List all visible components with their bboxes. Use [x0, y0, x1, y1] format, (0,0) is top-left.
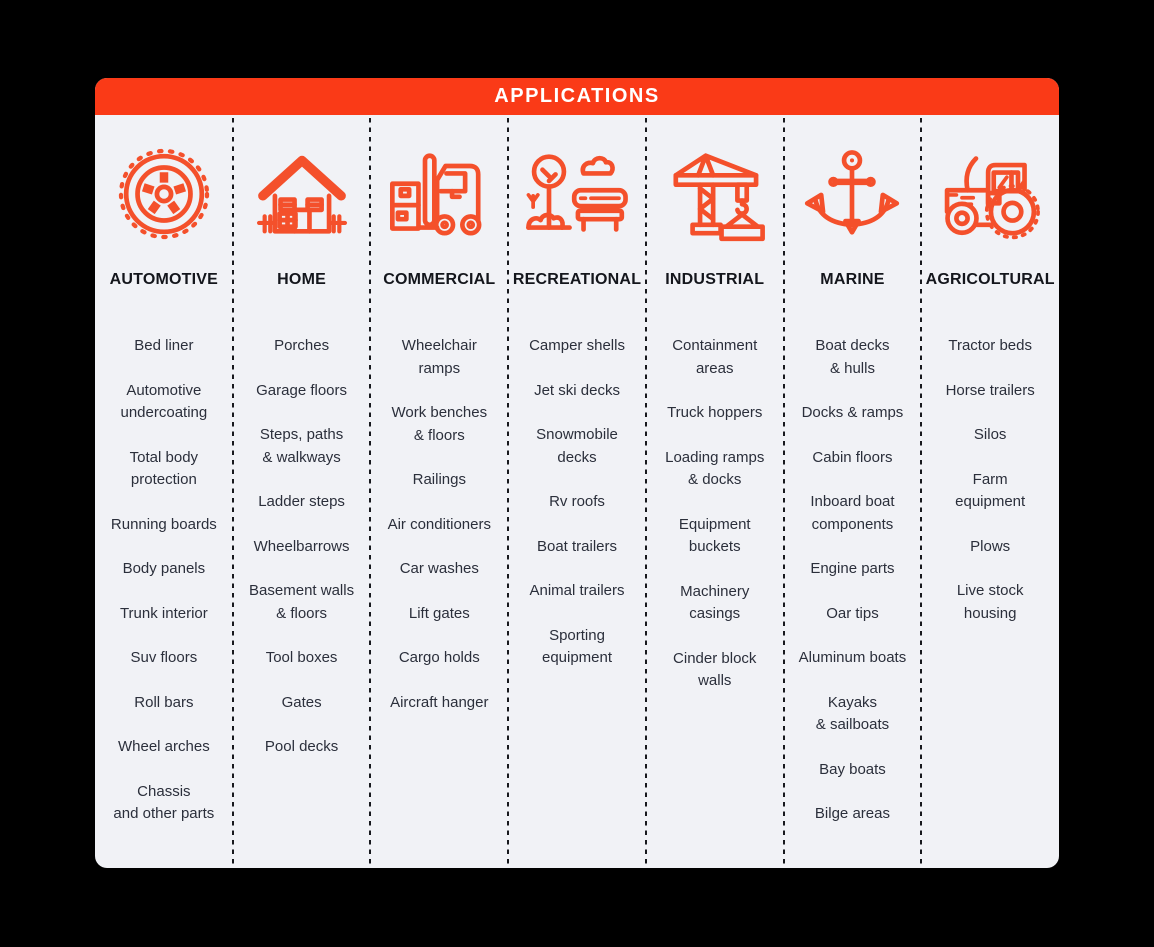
list-item: Boat trailers	[536, 537, 618, 555]
list-item: Air conditioners	[387, 515, 491, 533]
list-item: Bay boats	[819, 760, 886, 778]
list-item: Bed liner	[134, 337, 194, 354]
park-bench-icon	[526, 154, 628, 232]
list-item: Running boards	[110, 515, 217, 533]
column-label: HOME	[277, 271, 326, 288]
list-item: Lift gates	[408, 604, 470, 622]
list-item: Equipment buckets	[678, 515, 751, 556]
list-item: Sporting equipment	[541, 626, 613, 667]
list-item: Containment areas	[672, 337, 758, 377]
applications-title: APPLICATIONS	[494, 85, 660, 107]
column-label: MARINE	[820, 271, 885, 288]
column-items: Camper shells Jet ski decks Snowmobile dec…	[512, 335, 642, 670]
icon-wrap	[650, 133, 780, 255]
list-item: Live stock housing	[956, 582, 1024, 622]
list-item: Engine parts	[810, 560, 895, 577]
column-agricultural: AGRICOLTURAL Tractor beds Horse trailers S…	[920, 115, 1059, 868]
column-items: Bed liner Automotive undercoating Total bo…	[99, 335, 229, 826]
list-item: Snowmobile decks	[536, 426, 618, 466]
column-items: Tractor beds Horse trailers Silos Farm equi…	[925, 335, 1055, 625]
column-label: COMMERCIAL	[383, 271, 496, 288]
column-items: Containment areas Truck hoppers Loading ra…	[650, 335, 780, 693]
list-item: Cargo holds	[398, 649, 480, 666]
list-item: Boat decks & hulls	[815, 337, 890, 377]
anchor-icon	[805, 150, 900, 235]
columns-container: AUTOMOTIVE Bed liner Automotive undercoat…	[95, 115, 1059, 868]
tire-icon	[118, 148, 210, 240]
house-icon	[256, 155, 347, 234]
column-commercial: COMMERCIAL Wheelchair ramps Work benches …	[369, 115, 508, 868]
column-items: Boat decks & hulls Docks & ramps Cabin flo…	[788, 335, 918, 826]
list-item: Total body protection	[129, 448, 199, 489]
list-item: Body panels	[122, 560, 206, 577]
icon-wrap	[925, 133, 1055, 255]
icon-wrap	[99, 133, 229, 255]
list-item: Suv floors	[130, 649, 198, 666]
list-item: Bilge areas	[814, 805, 890, 822]
list-item: Oar tips	[826, 604, 879, 622]
icon-wrap	[374, 133, 504, 255]
list-item: Camper shells	[529, 337, 625, 354]
icon-wrap	[788, 133, 918, 255]
list-item: Automotive undercoating	[120, 381, 208, 422]
list-item: Roll bars	[134, 693, 194, 711]
list-item: Basement walls & floors	[249, 582, 355, 622]
list-item: Inboard boat components	[810, 493, 895, 533]
list-item: Chassis and other parts	[113, 782, 215, 823]
icon-wrap	[512, 133, 642, 255]
list-item: Work benches & floors	[391, 404, 488, 444]
column-industrial: INDUSTRIAL Containment areas Truck hopper…	[644, 115, 784, 868]
list-item: Jet ski decks	[534, 381, 620, 399]
list-item: Plows	[970, 537, 1011, 555]
list-item: Aluminum boats	[798, 649, 907, 666]
applications-header: APPLICATIONS	[95, 78, 1059, 115]
icon-wrap	[237, 133, 367, 255]
column-items: Wheelchair ramps Work benches & floors Rai…	[374, 335, 504, 714]
list-item: Loading ramps & docks	[665, 448, 765, 489]
list-item: Wheelchair ramps	[401, 337, 477, 377]
column-label: AGRICOLTURAL	[925, 271, 1055, 288]
list-item: Silos	[973, 426, 1007, 443]
list-item: Docks & ramps	[801, 404, 904, 421]
list-item: Horse trailers	[945, 381, 1035, 399]
list-item: Ladder steps	[258, 493, 345, 510]
list-item: Wheel arches	[118, 738, 210, 755]
list-item: Cinder block walls	[673, 649, 757, 690]
list-item: Steps, paths & walkways	[259, 426, 344, 466]
list-item: Farm equipment	[955, 470, 1026, 511]
list-item: Animal trailers	[529, 582, 625, 599]
list-item: Pool decks	[264, 738, 339, 755]
list-item: Car washes	[399, 560, 479, 577]
column-label: INDUSTRIAL	[665, 271, 765, 288]
list-item: Tool boxes	[265, 649, 338, 666]
column-automotive: AUTOMOTIVE Bed liner Automotive undercoat…	[95, 115, 233, 868]
list-item: Gates	[281, 693, 322, 711]
forklift-icon	[390, 153, 482, 236]
list-item: Machinery casings	[680, 582, 750, 623]
column-label: AUTOMOTIVE	[109, 271, 219, 288]
list-item: Rv roofs	[549, 493, 605, 510]
tractor-icon	[944, 156, 1041, 240]
list-item: Wheelbarrows	[253, 537, 350, 555]
column-home: HOME Porches Garage floors Steps, paths & …	[231, 115, 371, 868]
column-label: RECREATIONAL	[512, 271, 642, 288]
list-item: Porches	[274, 337, 330, 354]
list-item: Garage floors	[256, 381, 348, 399]
column-items: Porches Garage floors Steps, paths & walkw…	[237, 335, 367, 759]
list-item: Trunk interior	[119, 604, 208, 622]
applications-card: APPLICATIONS AUTOMO	[95, 78, 1059, 868]
list-item: Railings	[412, 471, 466, 488]
list-item: Tractor beds	[948, 337, 1032, 354]
list-item: Kayaks & sailboats	[815, 693, 890, 734]
column-marine: MARINE Boat decks & hulls Docks & ramps Ca…	[782, 115, 922, 868]
list-item: Truck hoppers	[667, 404, 763, 421]
column-recreational: RECREATIONAL Camper shells Jet ski decks S…	[507, 115, 646, 868]
list-item: Cabin floors	[812, 448, 893, 466]
crane-icon	[673, 153, 765, 242]
list-item: Aircraft hanger	[390, 693, 489, 711]
